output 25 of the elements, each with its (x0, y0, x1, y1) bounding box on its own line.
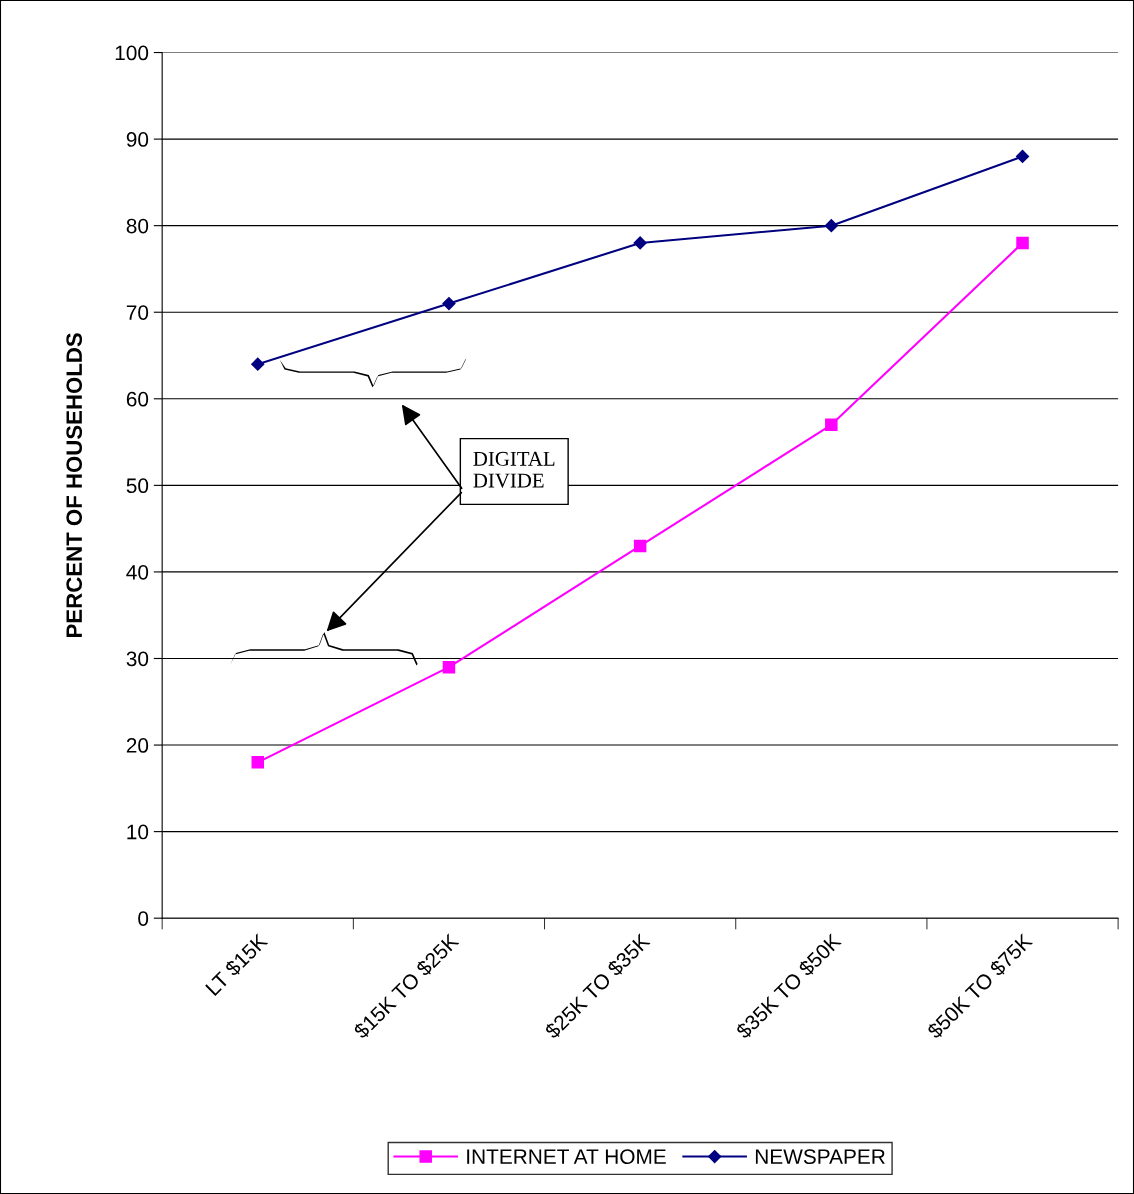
y-axis-title: PERCENT OF HOUSEHOLDS (66, 333, 83, 637)
y-tick-label: 70 (126, 305, 149, 320)
point (442, 660, 456, 674)
point (633, 236, 647, 250)
annotation: DIGITAL DIVIDE (473, 451, 555, 488)
y-tick-label: 20 (126, 738, 149, 753)
y-tick-label: 40 (126, 564, 149, 580)
y-tick-label: 30 (126, 651, 149, 667)
point (1015, 149, 1030, 164)
y-tick-label: 0 (138, 911, 149, 926)
y-tick-label: 100 (115, 45, 149, 61)
y-tick-label: 80 (126, 218, 149, 234)
point (442, 296, 456, 311)
point (251, 357, 265, 371)
point (633, 539, 647, 553)
y-tick-label: 10 (127, 824, 149, 840)
legend-label: INTERNET AT HOME (467, 1149, 666, 1165)
point (1016, 236, 1029, 250)
y-tick-label: 90 (126, 132, 149, 147)
y-tick-label: 60 (126, 391, 149, 407)
point (825, 418, 838, 432)
legend-label: NEWSPAPER (755, 1149, 885, 1165)
y-tick-label: 50 (126, 478, 149, 494)
point (824, 219, 838, 233)
point (251, 756, 265, 769)
